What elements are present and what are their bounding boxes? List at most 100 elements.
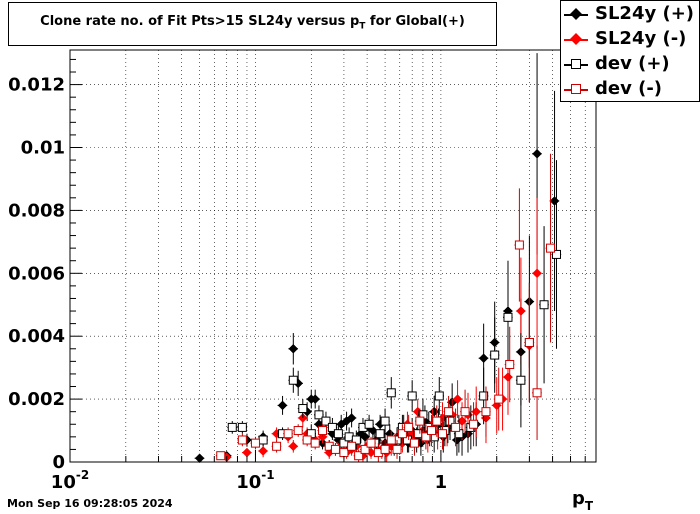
data-point	[407, 391, 417, 401]
legend-entry: dev (-)	[561, 78, 699, 102]
timestamp: Mon Sep 16 09:28:05 2024	[7, 497, 173, 510]
data-point	[346, 413, 357, 423]
data-point	[478, 353, 489, 364]
y-tick-label: 0.012	[8, 75, 65, 96]
x-tick-label: 1	[435, 472, 448, 493]
data-point	[364, 419, 374, 429]
data-point	[283, 429, 293, 439]
y-tick-label: 0.01	[21, 137, 65, 158]
data-point	[310, 394, 321, 404]
data-point	[216, 451, 226, 461]
data-point	[237, 435, 247, 445]
data-point	[272, 441, 282, 451]
legend-label: dev (-)	[595, 78, 663, 99]
data-point	[258, 446, 268, 456]
data-point	[298, 404, 308, 414]
data-point	[460, 407, 470, 417]
legend: SL24y (+) SL24y (-) dev (+) dev (-)	[560, 0, 700, 102]
chart-title-box: Clone rate no. of Fit Pts>15 SL24y versu…	[8, 2, 497, 46]
data-point	[293, 426, 303, 436]
data-point	[330, 444, 340, 454]
data-point	[532, 268, 542, 279]
data-point	[386, 435, 396, 445]
data-point	[288, 343, 299, 354]
legend-marker	[571, 84, 581, 94]
data-point	[469, 419, 479, 429]
data-point	[546, 243, 556, 253]
data-point	[404, 422, 414, 432]
data-point	[494, 394, 504, 404]
data-point	[415, 416, 425, 426]
data-point	[250, 438, 260, 448]
data-point	[421, 432, 431, 442]
legend-label: SL24y (-)	[595, 28, 687, 49]
legend-label: dev (+)	[595, 53, 670, 74]
y-tick-label: 0.008	[8, 200, 65, 221]
legend-entry: SL24y (-)	[561, 28, 699, 52]
axes: 0 0.002 0.004 0.006 0.008 0.01 0.012 10-2 10-1 1 p…	[8, 49, 597, 513]
legend-label: SL24y (+)	[595, 3, 695, 24]
legend-entry: SL24y (+)	[561, 3, 699, 27]
data-point	[360, 444, 370, 454]
data-point	[479, 391, 489, 401]
data-point	[277, 400, 288, 411]
data-point	[375, 429, 385, 439]
data-point	[434, 391, 444, 401]
data-point	[409, 438, 419, 448]
x-tick-label: 10-1	[236, 468, 274, 493]
data-point	[503, 312, 513, 322]
data-point	[524, 337, 534, 347]
data-point	[392, 444, 402, 454]
data-point	[549, 196, 560, 206]
data-point	[366, 438, 376, 448]
data-point	[327, 422, 337, 432]
data-point	[437, 429, 447, 439]
data-point	[288, 441, 299, 452]
data-point	[397, 429, 407, 439]
y-tick-label: 0	[52, 452, 65, 473]
data-point	[227, 422, 237, 432]
data-point	[347, 441, 357, 451]
data-point	[444, 407, 454, 417]
data-point	[380, 416, 390, 426]
data-point	[318, 426, 328, 436]
legend-entry: dev (+)	[561, 53, 699, 77]
data-point	[471, 406, 482, 417]
data-point	[532, 148, 542, 159]
data-point	[481, 407, 491, 417]
data-point	[380, 444, 390, 454]
legend-marker	[569, 7, 583, 21]
data-point	[333, 429, 343, 439]
plot-frame	[69, 49, 597, 463]
data-point	[451, 422, 461, 432]
data-point	[427, 426, 437, 436]
grid-lines	[69, 50, 596, 462]
data-point	[310, 438, 320, 448]
data-point	[354, 451, 364, 461]
chart-title: Clone rate no. of Fit Pts>15 SL24y versu…	[40, 14, 465, 32]
data-point	[514, 240, 524, 250]
data-point	[339, 448, 349, 458]
data-point	[242, 447, 252, 458]
data-point	[490, 350, 500, 360]
data-point	[432, 416, 442, 426]
series-3	[215, 153, 556, 462]
data-point	[516, 306, 526, 316]
y-tick-label: 0.002	[8, 389, 65, 410]
y-tick-label: 0.004	[8, 326, 65, 347]
data-point	[503, 372, 513, 382]
data-point	[321, 416, 331, 426]
series-2	[227, 160, 562, 453]
data-point	[288, 375, 298, 385]
data-point	[505, 360, 515, 370]
data-series	[194, 53, 562, 464]
data-point	[551, 249, 561, 259]
data-point	[351, 435, 361, 445]
data-point	[237, 422, 247, 432]
data-point	[386, 388, 396, 398]
data-point	[452, 394, 463, 404]
data-point	[445, 416, 455, 426]
data-point	[258, 435, 268, 445]
data-point	[314, 410, 324, 420]
data-point	[539, 300, 549, 310]
